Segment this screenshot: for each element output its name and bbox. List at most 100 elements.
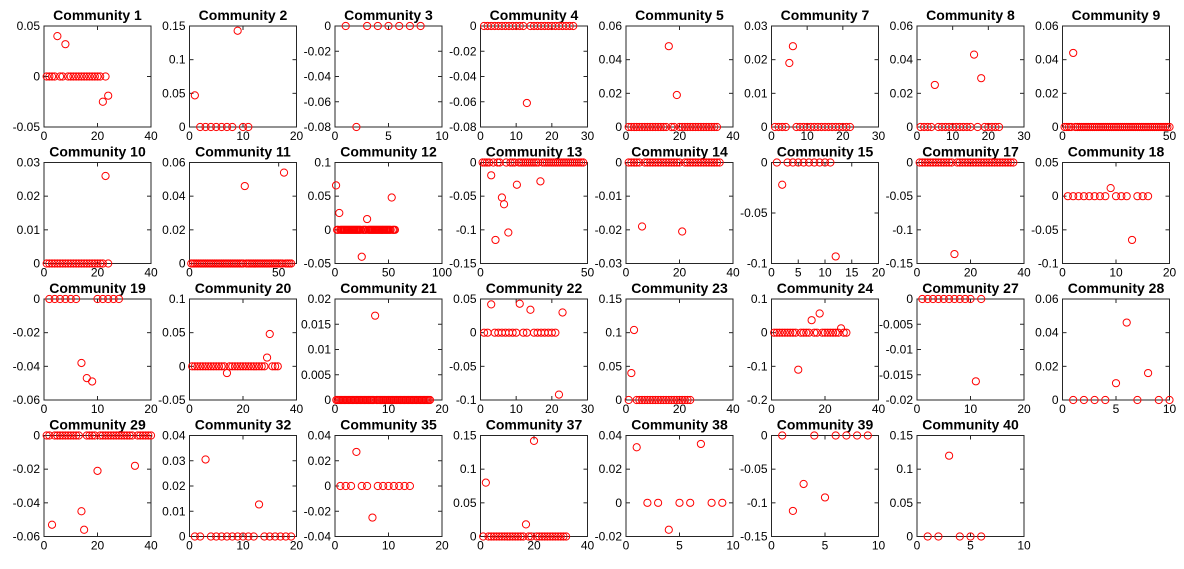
y-tick-label: 0	[179, 120, 186, 134]
data-point	[648, 395, 657, 405]
y-tick-label: 0.1	[460, 462, 477, 476]
data-point	[519, 532, 528, 541]
data-point	[853, 431, 862, 440]
data-point	[942, 158, 951, 167]
data-point	[98, 431, 107, 440]
data-point	[990, 158, 999, 167]
data-point	[961, 294, 970, 304]
data-point	[209, 362, 218, 371]
data-point	[50, 72, 59, 81]
x-tick-label: 0	[623, 402, 630, 416]
data-point	[799, 479, 808, 489]
data-point	[217, 532, 226, 541]
data-point	[576, 158, 586, 167]
data-point	[778, 328, 787, 337]
data-point	[772, 328, 781, 337]
x-tick-label: 10	[1017, 539, 1031, 553]
data-point	[839, 328, 848, 337]
data-point	[1069, 395, 1078, 405]
data-point	[487, 532, 496, 541]
data-point	[384, 481, 393, 491]
data-point	[225, 362, 234, 371]
data-point	[1069, 192, 1078, 201]
y-tick-label: 0	[179, 257, 186, 271]
data-point	[796, 328, 806, 337]
data-point	[196, 532, 205, 541]
data-point	[934, 294, 943, 304]
data-point	[643, 122, 652, 132]
data-point	[63, 259, 73, 268]
data-point	[72, 431, 81, 440]
data-point	[532, 158, 541, 167]
data-point	[686, 122, 695, 132]
x-tick-label: 20	[982, 129, 996, 143]
x-tick-label: 40	[1017, 266, 1031, 280]
y-tick-label: -0.01	[595, 189, 623, 203]
y-tick-label: 0	[761, 429, 768, 443]
data-point	[831, 328, 840, 337]
plot-area	[625, 162, 734, 264]
subplot-9: Community 10 0 0.01 0.02 0.03 0 20 40	[17, 144, 158, 280]
data-point	[953, 158, 962, 167]
y-tick-label: 0	[324, 19, 331, 33]
data-point	[66, 72, 75, 81]
y-tick-label: 0.02	[599, 86, 623, 100]
x-tick-label: 40	[872, 402, 886, 416]
data-point	[240, 181, 249, 191]
data-point	[363, 21, 372, 31]
data-point	[1090, 122, 1099, 132]
x-tick-label: 10	[964, 402, 978, 416]
data-point	[122, 431, 132, 440]
data-point	[670, 122, 679, 132]
data-point	[500, 532, 509, 541]
data-point	[553, 532, 563, 541]
data-point	[58, 259, 67, 268]
data-point	[246, 362, 256, 371]
data-point	[85, 72, 94, 81]
data-point	[425, 395, 435, 405]
data-point	[780, 328, 789, 337]
subplot-title: Community 28	[1068, 280, 1165, 296]
data-point	[341, 21, 350, 31]
y-tick-label: 0	[33, 257, 40, 271]
plot-area	[1062, 25, 1170, 128]
data-point	[487, 300, 496, 309]
data-point	[45, 72, 54, 81]
y-tick-label: 0.02	[599, 462, 623, 476]
y-tick-label: -0.05	[1031, 223, 1059, 237]
data-point	[80, 525, 89, 534]
subplot-title: Community 24	[777, 280, 874, 296]
data-point	[138, 431, 148, 440]
data-point	[971, 377, 980, 386]
data-point	[778, 431, 787, 440]
data-point	[1139, 122, 1148, 132]
data-point	[566, 158, 575, 167]
data-point	[387, 193, 396, 202]
data-point	[1161, 122, 1170, 132]
data-point	[88, 431, 97, 440]
y-tick-label: -0.04	[13, 496, 41, 510]
data-point	[502, 158, 511, 167]
subplot-14: Community 15 -0.1 -0.05 0 0 5 10 15 20	[740, 144, 885, 280]
data-point	[146, 431, 156, 440]
subplot-title: Community 18	[1068, 144, 1165, 160]
data-point	[254, 500, 264, 509]
x-tick-label: 0	[914, 539, 921, 553]
data-point	[535, 532, 544, 541]
plot-area	[43, 162, 152, 264]
data-point	[1079, 395, 1089, 405]
data-point	[1075, 122, 1084, 132]
x-tick-label: 0	[186, 129, 193, 143]
data-point	[390, 225, 400, 234]
data-point	[977, 74, 986, 83]
data-point	[495, 532, 504, 541]
data-point	[514, 158, 524, 167]
data-point	[955, 294, 964, 304]
data-point	[373, 21, 382, 31]
data-point	[1103, 122, 1112, 132]
data-point	[683, 395, 692, 405]
data-point	[53, 32, 62, 41]
subplot-title: Community 17	[922, 144, 1019, 160]
subplot-title: Community 14	[631, 144, 728, 160]
y-tick-label: -0.05	[740, 206, 768, 220]
